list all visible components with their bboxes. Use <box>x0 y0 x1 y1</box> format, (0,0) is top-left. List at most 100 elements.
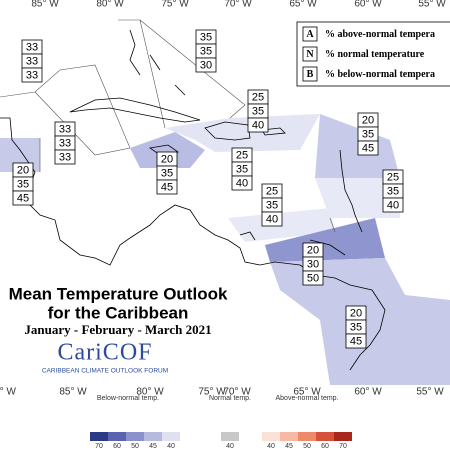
coastline <box>339 149 363 233</box>
box-cell <box>345 333 367 349</box>
region-fill <box>165 114 320 152</box>
probability: 25 <box>236 149 248 161</box>
probability: 20 <box>17 164 29 176</box>
colorbar-swatch <box>144 432 162 441</box>
probability: 20 <box>161 153 173 165</box>
coastline <box>239 231 346 256</box>
longitude-label: 85° W <box>31 0 59 10</box>
title-line: for the Caribbean <box>48 303 189 322</box>
colorbar-tick: 70 <box>95 443 103 450</box>
probability-boxes: 33 33 33 35 35 30 33 33 33 20 35 45 20 35 45 25 35 40 25 35… <box>12 29 404 349</box>
longitude-labels-top: 85° W 80° W 75° W 70° W 65° W 60° W 55° W <box>31 0 446 10</box>
colorbar-swatch <box>126 432 144 441</box>
longitude-label: 55° W <box>418 0 446 10</box>
boundary <box>329 217 336 233</box>
probability: 45 <box>17 192 29 204</box>
probability-box: 33 33 33 <box>21 39 43 83</box>
longitude-label: 80° W <box>136 387 164 398</box>
box-cell <box>54 149 76 165</box>
probability-box: 20 35 45 <box>12 162 34 206</box>
probability: 33 <box>59 137 71 149</box>
box-cell <box>261 211 283 227</box>
longitude-label: 0° W <box>0 387 16 398</box>
coastline <box>69 97 201 123</box>
probability-box: 25 35 40 <box>261 183 283 227</box>
box-cell <box>357 140 379 156</box>
probability: 20 <box>307 244 319 256</box>
longitude-label: 70° W <box>223 387 251 398</box>
colorbar-label: Normal temp. <box>209 395 251 402</box>
probability-box: 20 35 45 <box>357 112 379 156</box>
probability-box: 35 35 30 <box>195 29 217 73</box>
box-cell <box>231 175 253 191</box>
colorbar-swatch <box>221 432 239 441</box>
key-letter-box <box>302 66 318 82</box>
period: January - February - March 2021 <box>24 322 211 337</box>
probability: 40 <box>252 119 264 131</box>
key-text: % above-normal tempera <box>325 29 435 40</box>
boundary <box>34 91 131 156</box>
longitude-label: 70° W <box>224 0 252 10</box>
box-cell <box>12 190 34 206</box>
colorbar-tick: 40 <box>167 443 175 450</box>
box-cell <box>156 179 178 195</box>
logo-tagline: CARIBBEAN CLIMATE OUTLOOK FORUM <box>42 368 168 375</box>
key-frame <box>296 21 450 87</box>
coastline <box>129 29 186 96</box>
key-letter: N <box>306 49 314 60</box>
probability-box: 20 35 45 <box>345 305 367 349</box>
colorbar-swatch <box>90 432 108 441</box>
probability: 45 <box>161 181 173 193</box>
longitude-label: 60° W <box>354 0 382 10</box>
coastline <box>204 121 251 141</box>
colorbar-tick: 50 <box>303 443 311 450</box>
probability: 35 <box>17 178 29 190</box>
probability: 33 <box>26 55 38 67</box>
probability: 35 <box>161 167 173 179</box>
colorbar: Below-normal temp. 70 60 50 45 40 Normal temp.… <box>90 395 352 450</box>
colorbar-swatch <box>298 432 316 441</box>
colorbar-tick: 60 <box>113 443 121 450</box>
key: A % above-normal tempera N % normal tempera… <box>296 21 450 87</box>
longitude-label: 60° W <box>354 387 382 398</box>
colorbar-swatch <box>334 432 352 441</box>
region-fill <box>130 132 205 168</box>
colorbar-swatch <box>108 432 126 441</box>
probability: 40 <box>387 199 399 211</box>
probability: 50 <box>307 272 319 284</box>
longitude-label: 75° W <box>161 0 189 10</box>
box-cell <box>21 67 43 83</box>
probability: 33 <box>59 151 71 163</box>
probability-box: 33 33 33 <box>54 121 76 165</box>
probability: 25 <box>387 171 399 183</box>
box-cell <box>382 197 404 213</box>
colorbar-tick: 45 <box>149 443 157 450</box>
coastline <box>261 127 286 136</box>
key-letter-box <box>302 26 318 42</box>
probability: 30 <box>307 258 319 270</box>
probability: 20 <box>350 307 362 319</box>
key-letter: B <box>307 69 314 80</box>
colorbar-tick: 45 <box>285 443 293 450</box>
colorbar-tick: 50 <box>131 443 139 450</box>
colorbar-tick: 40 <box>226 443 234 450</box>
logo-name: CariCOF <box>57 340 152 366</box>
colorbar-label: Above-normal temp. <box>275 395 338 402</box>
probability: 35 <box>350 321 362 333</box>
longitude-label: 65° W <box>293 387 321 398</box>
longitude-label: 75° W <box>198 387 226 398</box>
region-fill <box>265 218 385 262</box>
longitude-label: 85° W <box>59 387 87 398</box>
colorbar-label: Below-normal temp. <box>97 395 159 402</box>
probability: 40 <box>236 177 248 189</box>
probability: 33 <box>26 41 38 53</box>
probability: 45 <box>362 142 374 154</box>
probability: 35 <box>362 128 374 140</box>
probability-box: 25 35 40 <box>231 147 253 191</box>
probability: 40 <box>266 213 278 225</box>
colorbar-swatch <box>262 432 280 441</box>
region-fill <box>315 178 400 218</box>
colorbar-swatch <box>316 432 334 441</box>
